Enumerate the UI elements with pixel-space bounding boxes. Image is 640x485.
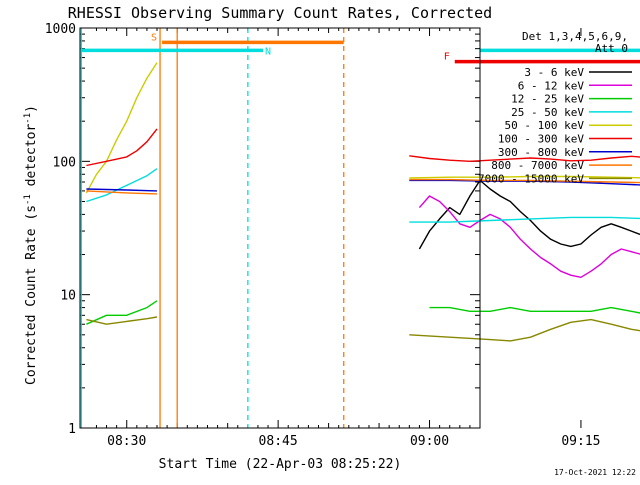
x-axis-label: Start Time (22-Apr-03 08:25:22) xyxy=(159,457,402,472)
legend-entry-label: 300 - 800 keV xyxy=(498,146,584,159)
legend-header-line-2: Att 0 xyxy=(595,42,628,55)
series-line xyxy=(86,179,640,192)
x-tick-label: 08:30 xyxy=(107,434,146,449)
y-axis-label-sup-2: -1 xyxy=(23,113,33,124)
series-line xyxy=(86,316,640,342)
series-layer xyxy=(85,62,640,342)
footer-timestamp: 17-Oct-2021 12:22 xyxy=(554,468,636,477)
legend-entry-label: 3 - 6 keV xyxy=(524,66,584,79)
series-line xyxy=(86,178,640,195)
y-axis-label-sup-1: -1 xyxy=(23,194,33,205)
vertical-lines-layer xyxy=(80,28,345,428)
y-tick-label: 1 xyxy=(68,422,76,437)
series-line xyxy=(418,195,640,278)
legend-entry-label: 100 - 300 keV xyxy=(498,133,584,146)
state-bars-layer: S N F xyxy=(81,32,640,64)
y-tick-label: 1000 xyxy=(45,22,76,37)
y-axis-label-part-2: detector xyxy=(24,124,39,195)
y-axis-label: Corrected Count Rate (s-1 detector-1) xyxy=(23,105,39,385)
x-tick-label: 08:45 xyxy=(259,434,298,449)
series-line xyxy=(86,128,640,167)
series-line xyxy=(86,168,640,223)
series-line xyxy=(418,179,640,250)
series-line xyxy=(86,300,640,325)
legend-entry-label: 800 - 7000 keV xyxy=(491,159,584,172)
legend-entry-label: 7000 - 15000 keV xyxy=(478,172,584,185)
legend-header-line-1: Det 1,3,4,5,6,9, xyxy=(522,30,628,43)
plot-frame xyxy=(79,27,481,429)
y-axis-label-part-1: Corrected Count Rate (s xyxy=(24,205,39,385)
state-bar-label: N xyxy=(265,46,271,57)
y-tick-label: 10 xyxy=(60,289,76,304)
legend-entry-label: 12 - 25 keV xyxy=(511,93,584,106)
y-tick-label: 100 xyxy=(53,155,76,170)
state-bar-label: F xyxy=(444,52,450,63)
state-bar-label: S xyxy=(151,32,157,43)
x-tick-label: 09:15 xyxy=(561,434,600,449)
legend-entry-label: 50 - 100 keV xyxy=(505,119,585,132)
x-tick-label: 09:00 xyxy=(410,434,449,449)
series-line xyxy=(85,62,640,194)
chart-title: RHESSI Observing Summary Count Rates, Co… xyxy=(68,4,492,22)
legend-entry-label: 6 - 12 keV xyxy=(518,79,585,92)
y-axis-label-part-3: ) xyxy=(24,105,39,113)
legend-entry-label: 25 - 50 keV xyxy=(511,106,584,119)
